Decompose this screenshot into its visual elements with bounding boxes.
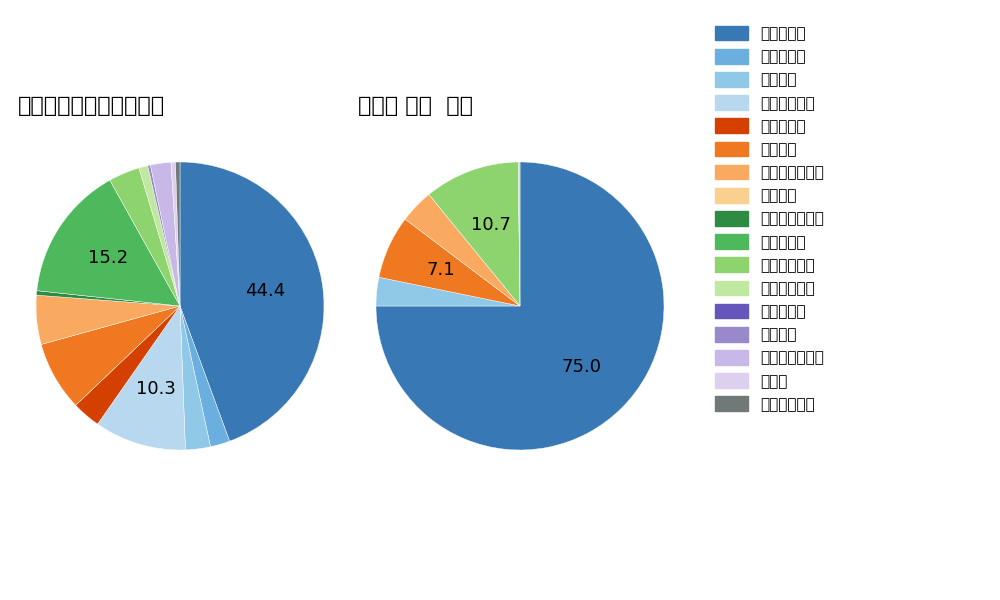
Text: 大瀬良 大地  選手: 大瀬良 大地 選手 [358,96,473,116]
Wedge shape [180,306,230,447]
Wedge shape [379,219,520,306]
Wedge shape [139,166,180,306]
Wedge shape [150,162,180,306]
Wedge shape [429,162,520,306]
Wedge shape [37,180,180,306]
Wedge shape [180,306,211,450]
Wedge shape [180,162,324,441]
Wedge shape [376,162,664,450]
Wedge shape [98,306,185,450]
Text: 7.1: 7.1 [427,262,456,280]
Text: 44.4: 44.4 [245,282,285,300]
Wedge shape [405,194,520,306]
Wedge shape [36,290,180,306]
Wedge shape [148,165,180,306]
Wedge shape [76,306,180,424]
Wedge shape [175,162,180,306]
Wedge shape [376,277,520,306]
Wedge shape [36,295,180,344]
Text: 15.2: 15.2 [88,250,128,268]
Legend: ストレート, ツーシーム, シュート, カットボール, スプリット, フォーク, チェンジアップ, シンカー, 高速スライダー, スライダー, 縦スライダー, : ストレート, ツーシーム, シュート, カットボール, スプリット, フォーク,… [708,20,830,418]
Text: 75.0: 75.0 [561,358,601,376]
Wedge shape [41,306,180,405]
Wedge shape [171,162,180,306]
Text: 10.7: 10.7 [471,216,510,234]
Text: 10.3: 10.3 [136,380,176,398]
Text: セ・リーグ全プレイヤー: セ・リーグ全プレイヤー [18,96,165,116]
Wedge shape [110,168,180,306]
Wedge shape [518,162,520,306]
